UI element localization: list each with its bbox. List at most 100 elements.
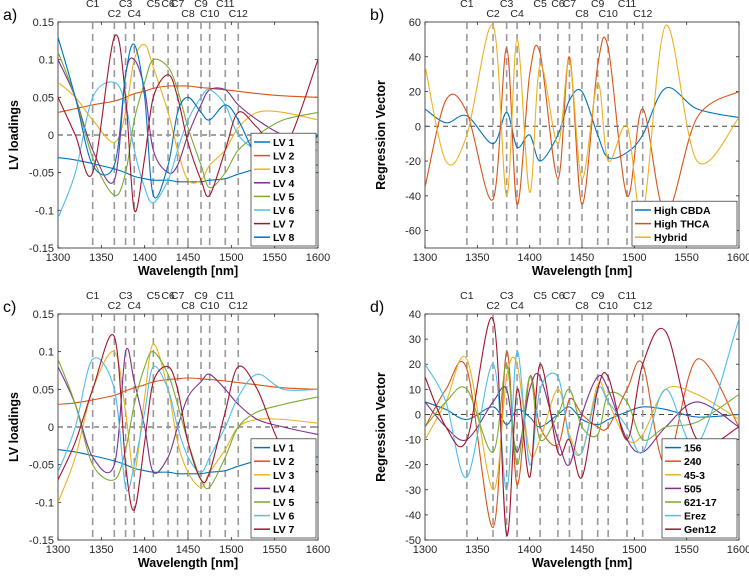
c-label: C2: [108, 300, 122, 312]
c-label: C9: [591, 0, 605, 10]
legend-entry: 156: [684, 443, 702, 455]
c-label: C2: [486, 300, 500, 312]
c-label: C12: [633, 300, 652, 312]
legend-entry: LV 1: [273, 443, 295, 455]
x-tick-label: 1450: [570, 544, 594, 556]
panel-0: a) 1300 1350 1400 1450 1500 1550 1600 -0.15 -0.1 -…: [3, 0, 330, 278]
x-tick-label: 1300: [413, 544, 437, 556]
panel-label: a): [3, 7, 17, 24]
legend-entry: 45-3: [684, 470, 705, 482]
x-axis-label: Wavelength [nm]: [532, 264, 632, 278]
c-label: C8: [181, 8, 195, 20]
series-line-lv-1: [58, 449, 318, 475]
panel-3: d) 1300 1350 1400 1450 1500 1550 1600 -50 -40 -30 -…: [370, 290, 749, 570]
y-tick-label: -0.05: [29, 168, 54, 180]
c-label: C4: [510, 8, 524, 20]
series-line-hybrid: [425, 24, 739, 216]
legend-entry: LV 2: [273, 151, 295, 163]
c-label: C5: [533, 290, 547, 302]
legend-entry: LV 3: [273, 164, 295, 176]
y-tick-label: -20: [405, 460, 421, 472]
x-tick-label: 1450: [176, 544, 200, 556]
c-label: C12: [229, 300, 248, 312]
x-tick-label: 1450: [570, 252, 594, 264]
c-label: C10: [200, 8, 219, 20]
series-line-gen12: [425, 317, 739, 536]
c-label: C2: [108, 8, 122, 20]
c-label: C9: [194, 290, 208, 302]
series-group: [425, 24, 739, 216]
legend: LV 1 LV 2LV 3 LV 4LV 5 LV 6 LV 7LV 8: [250, 132, 317, 247]
x-tick-label: 1350: [89, 252, 113, 264]
x-tick-label: 1500: [219, 252, 243, 264]
x-tick-label: 1350: [465, 544, 489, 556]
c-label: C12: [633, 8, 652, 20]
c-label: C10: [200, 300, 219, 312]
y-tick-label: 0.15: [33, 17, 54, 29]
y-tick-label: 0: [415, 409, 421, 421]
y-tick-label: 0: [48, 422, 54, 434]
c-label: C4: [128, 8, 142, 20]
legend-entry: Hybrid: [654, 232, 687, 244]
y-tick-label: -0.15: [29, 535, 54, 547]
y-tick-label: -0.15: [29, 243, 54, 255]
series-group: [58, 34, 318, 219]
legend-entry: LV 6: [273, 511, 295, 523]
y-tick-label: 0.05: [33, 384, 54, 396]
series-line-lv-8: [58, 36, 318, 199]
c-label: C7: [563, 290, 577, 302]
series-group: [58, 333, 318, 511]
x-tick-label: 1300: [46, 252, 70, 264]
x-tick-label: 1500: [622, 544, 646, 556]
y-tick-label: -0.1: [35, 497, 54, 509]
y-tick-label: 0: [415, 121, 421, 133]
c-label: C1: [460, 0, 474, 10]
legend-entry: Erez: [684, 511, 706, 523]
series-line-erez: [425, 318, 739, 491]
x-tick-label: 1600: [727, 544, 749, 556]
x-tick-label: 1550: [674, 252, 698, 264]
series-line-lv-7: [58, 34, 318, 213]
series-line-45-3: [425, 355, 739, 491]
y-tick-label: 0.05: [33, 92, 54, 104]
legend-entry: LV 7: [273, 219, 295, 231]
c-label: C4: [510, 300, 524, 312]
c-label: C5: [533, 0, 547, 10]
y-tick-label: 20: [409, 87, 421, 99]
c-label: C3: [500, 290, 514, 302]
series-line-lv-5: [58, 351, 318, 490]
c-label: C7: [171, 0, 185, 10]
y-tick-label: 0.1: [39, 55, 54, 67]
legend-entry: LV 3: [273, 470, 295, 482]
legend-entry: LV 7: [273, 524, 295, 536]
x-tick-label: 1600: [306, 252, 330, 264]
y-tick-label: 20: [409, 359, 421, 371]
series-line-lv-4: [58, 57, 318, 184]
x-axis-label: Wavelength [nm]: [138, 264, 238, 278]
x-tick-label: 1550: [262, 252, 286, 264]
panel-label: c): [3, 299, 16, 316]
x-tick-label: 1550: [262, 544, 286, 556]
c-label: C1: [460, 290, 474, 302]
y-tick-label: -40: [405, 191, 421, 203]
legend-entry: High CBDA: [654, 205, 711, 217]
c-label: C3: [119, 0, 133, 10]
y-tick-label: -10: [405, 435, 421, 447]
y-axis-label: Regression Vector: [374, 80, 388, 190]
c-label: C5: [147, 0, 161, 10]
series-line-lv-2: [58, 85, 318, 113]
x-tick-label: 1300: [46, 544, 70, 556]
x-tick-label: 1300: [413, 252, 437, 264]
x-tick-label: 1350: [89, 544, 113, 556]
series-line-240: [425, 351, 739, 528]
y-tick-label: 40: [409, 309, 421, 321]
series-line-lv-6: [58, 81, 318, 219]
series-line-high-thca: [425, 36, 739, 214]
x-tick-label: 1400: [517, 252, 541, 264]
series-line-lv-5: [58, 51, 318, 197]
series-line-lv-7: [58, 333, 318, 511]
y-tick-label: 60: [409, 17, 421, 29]
x-tick-label: 1400: [517, 544, 541, 556]
